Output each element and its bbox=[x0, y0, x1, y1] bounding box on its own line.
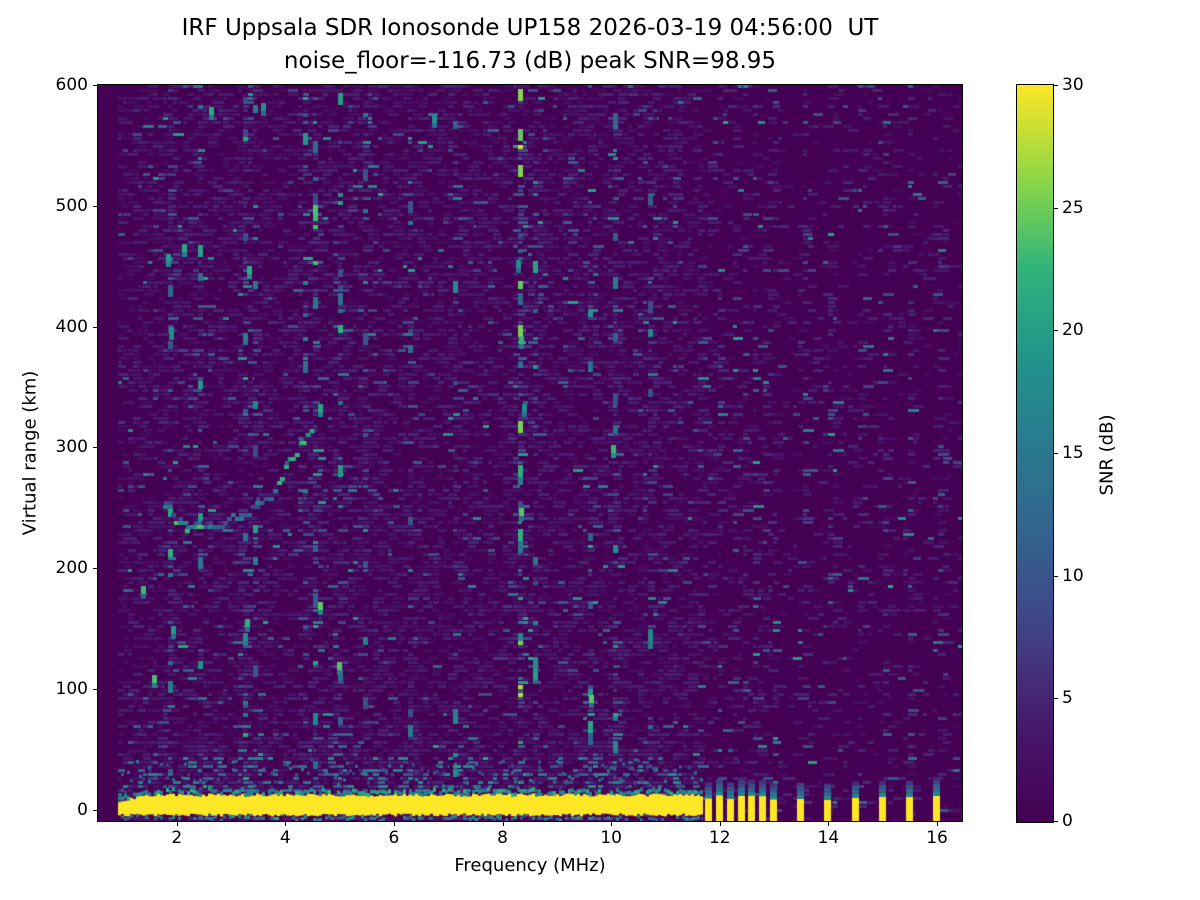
y-tick-label: 500 bbox=[55, 195, 88, 216]
x-tick-mark bbox=[285, 822, 287, 826]
colorbar-gradient bbox=[1017, 85, 1053, 822]
x-tick-label: 6 bbox=[388, 828, 400, 848]
x-tick-label: 2 bbox=[171, 828, 183, 848]
colorbar-tick-mark bbox=[1054, 453, 1058, 454]
x-tick-mark bbox=[828, 822, 830, 826]
colorbar-tick-mark bbox=[1054, 85, 1058, 86]
x-tick-label: 14 bbox=[817, 828, 840, 848]
colorbar-tick-mark bbox=[1054, 821, 1058, 822]
colorbar-tick-label: 25 bbox=[1062, 197, 1084, 218]
y-tick-mark bbox=[93, 326, 97, 328]
colorbar-tick-label: 10 bbox=[1062, 565, 1084, 586]
y-tick-label: 100 bbox=[55, 679, 88, 700]
x-tick-label: 8 bbox=[497, 828, 508, 848]
x-tick-label: 12 bbox=[708, 828, 731, 848]
colorbar-tick-mark bbox=[1054, 575, 1058, 577]
y-tick-label: 400 bbox=[55, 316, 88, 337]
y-tick-label: 200 bbox=[55, 558, 88, 579]
x-tick-label: 10 bbox=[600, 828, 622, 848]
colorbar-tick-mark bbox=[1054, 698, 1058, 700]
x-tick-label: 16 bbox=[926, 828, 948, 848]
x-tick-mark bbox=[719, 822, 721, 826]
y-tick-mark bbox=[93, 809, 97, 811]
y-tick-label: 0 bbox=[77, 799, 88, 820]
colorbar-tick-label: 0 bbox=[1062, 811, 1073, 831]
y-tick-mark bbox=[93, 85, 97, 86]
chart-subtitle: noise_floor=-116.73 (dB) peak SNR=98.95 bbox=[283, 48, 777, 74]
colorbar-tick-label: 20 bbox=[1062, 320, 1084, 341]
colorbar-tick-mark bbox=[1054, 207, 1058, 209]
plot-area bbox=[97, 84, 963, 822]
x-tick-mark bbox=[502, 822, 504, 826]
colorbar-tick-label: 30 bbox=[1062, 75, 1084, 95]
x-tick-mark bbox=[611, 822, 613, 826]
x-tick-mark bbox=[176, 822, 178, 826]
x-tick-mark bbox=[937, 822, 939, 826]
y-tick-label: 600 bbox=[55, 75, 88, 95]
colorbar-tick-mark bbox=[1054, 330, 1058, 332]
y-tick-mark bbox=[93, 689, 97, 691]
x-axis-label: Frequency (MHz) bbox=[454, 855, 606, 876]
heatmap-canvas bbox=[98, 85, 962, 821]
colorbar-tick-label: 5 bbox=[1062, 688, 1073, 709]
y-tick-mark bbox=[93, 568, 97, 570]
y-tick-label: 300 bbox=[55, 437, 88, 458]
colorbar bbox=[1016, 84, 1054, 823]
chart-title: IRF Uppsala SDR Ionosonde UP158 2026-03-… bbox=[181, 15, 879, 41]
y-tick-mark bbox=[93, 447, 97, 449]
x-tick-mark bbox=[393, 822, 395, 826]
y-tick-mark bbox=[93, 205, 97, 207]
x-tick-label: 4 bbox=[279, 828, 291, 848]
colorbar-tick-label: 15 bbox=[1062, 443, 1084, 463]
